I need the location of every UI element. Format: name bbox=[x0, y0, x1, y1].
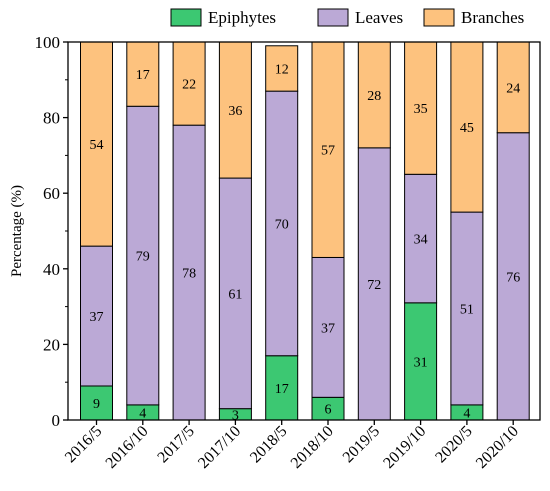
data-label-epiphytes-2018-5: 17 bbox=[275, 382, 289, 397]
data-label-leaves-2017-10: 61 bbox=[228, 287, 242, 302]
y-tick-label-60: 60 bbox=[43, 184, 60, 203]
bars: 9 37 54 4 79 17 78 22 3 61 36 17 70 12 6 37 57 72 28 31 34 35… bbox=[80, 41, 530, 423]
x-tick-label-2017-5: 2017/5 bbox=[154, 423, 197, 466]
data-label-branches-2016-5: 54 bbox=[90, 138, 104, 153]
x-tick-label-2019-5: 2019/5 bbox=[340, 423, 383, 466]
legend-label-branches: Branches bbox=[461, 8, 524, 27]
x-tick-label-2019-10: 2019/10 bbox=[380, 423, 429, 472]
data-label-branches-2017-5: 22 bbox=[182, 78, 196, 93]
data-label-branches-2018-10: 57 bbox=[321, 144, 335, 159]
bar-leaves-2019-10 bbox=[404, 173, 438, 304]
bar-epiphytes-2019-10 bbox=[404, 302, 438, 421]
bar-branches-2019-10 bbox=[404, 41, 438, 175]
data-label-branches-2019-5: 28 bbox=[367, 89, 381, 104]
data-label-epiphytes-2016-10: 4 bbox=[139, 406, 146, 421]
bar-leaves-2016-5 bbox=[80, 245, 113, 387]
data-label-leaves-2019-10: 34 bbox=[414, 233, 428, 248]
x-tick-label-2016-5: 2016/5 bbox=[62, 423, 105, 466]
data-label-epiphytes-2020-5: 4 bbox=[463, 406, 470, 421]
bar-epiphytes-2018-5 bbox=[265, 355, 299, 421]
bar-leaves-2018-10 bbox=[311, 256, 345, 398]
y-tick-label-0: 0 bbox=[52, 411, 61, 430]
x-tick-label-2017-10: 2017/10 bbox=[195, 423, 244, 472]
bar-epiphytes-2016-5 bbox=[80, 385, 113, 421]
data-label-leaves-2018-5: 70 bbox=[275, 217, 289, 232]
legend-swatch-branches bbox=[423, 8, 455, 27]
data-label-branches-2019-10: 35 bbox=[414, 102, 428, 117]
x-tick-label-2020-10: 2020/10 bbox=[473, 423, 522, 472]
data-label-branches-2020-5: 45 bbox=[460, 121, 474, 136]
bar-branches-2017-5 bbox=[172, 41, 206, 126]
bar-leaves-2017-10 bbox=[218, 177, 252, 410]
data-label-epiphytes-2019-10: 31 bbox=[414, 355, 428, 370]
legend-swatch-epiphytes bbox=[170, 8, 202, 27]
x-tick-label-2016-10: 2016/10 bbox=[103, 423, 152, 472]
data-label-leaves-2016-10: 79 bbox=[136, 250, 150, 265]
y-tick-label-100: 100 bbox=[35, 33, 61, 52]
data-label-leaves-2019-5: 72 bbox=[367, 278, 381, 293]
legend-label-leaves: Leaves bbox=[355, 8, 403, 27]
bar-branches-2016-10 bbox=[126, 41, 160, 107]
y-tick-label-40: 40 bbox=[43, 260, 60, 279]
legend-label-epiphytes: Epiphytes bbox=[208, 8, 276, 27]
bar-branches-2017-10 bbox=[218, 41, 252, 179]
data-label-branches-2020-10: 24 bbox=[506, 81, 520, 96]
bar-branches-2020-10 bbox=[496, 41, 530, 134]
bar-leaves-2016-10 bbox=[126, 105, 160, 406]
bar-leaves-2020-5 bbox=[450, 211, 484, 406]
x-tick-label-2018-5: 2018/5 bbox=[247, 423, 290, 466]
bar-branches-2018-5 bbox=[265, 45, 299, 92]
data-label-epiphytes-2018-10: 6 bbox=[325, 403, 332, 418]
legend: Epiphytes Leaves Branches bbox=[170, 8, 524, 27]
data-label-leaves-2016-5: 37 bbox=[90, 310, 104, 325]
data-label-epiphytes-2016-5: 9 bbox=[93, 397, 100, 412]
data-label-leaves-2020-5: 51 bbox=[460, 302, 474, 317]
data-label-branches-2017-10: 36 bbox=[228, 104, 242, 119]
bar-leaves-2020-10 bbox=[496, 132, 530, 421]
data-label-branches-2016-10: 17 bbox=[136, 68, 150, 83]
y-tick-label-80: 80 bbox=[43, 109, 60, 128]
legend-swatch-leaves bbox=[317, 8, 349, 27]
data-label-branches-2018-5: 12 bbox=[275, 62, 289, 77]
data-label-leaves-2018-10: 37 bbox=[321, 321, 335, 336]
x-tick-label-2018-10: 2018/10 bbox=[288, 423, 337, 472]
x-tick-label-2020-5: 2020/5 bbox=[432, 423, 475, 466]
data-label-leaves-2020-10: 76 bbox=[506, 270, 520, 285]
data-label-leaves-2017-5: 78 bbox=[182, 267, 196, 282]
data-label-epiphytes-2017-10: 3 bbox=[232, 408, 239, 423]
y-tick-label-20: 20 bbox=[43, 335, 60, 354]
y-axis-label: Percentage (%) bbox=[9, 185, 25, 277]
